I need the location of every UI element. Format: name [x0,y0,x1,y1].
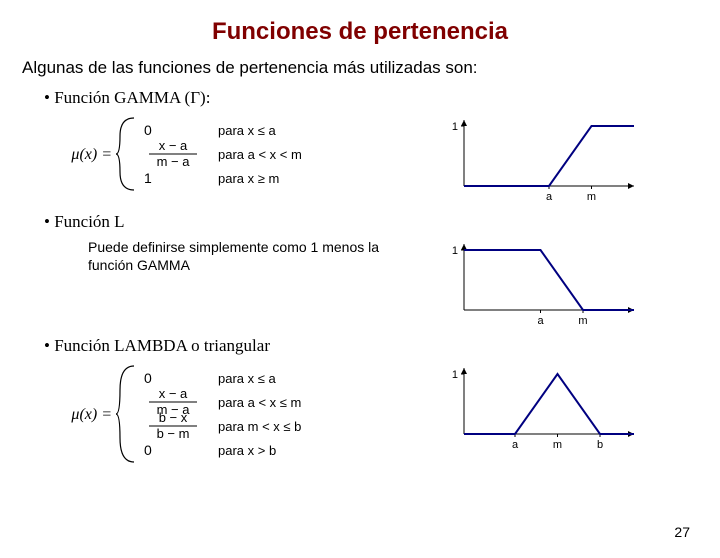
svg-text:para a < x ≤ m: para a < x ≤ m [218,395,301,410]
svg-text:para x ≥ m: para x ≥ m [218,171,279,186]
chart-l: 1 a m [440,238,650,328]
svg-text:para a < x < m: para a < x < m [218,147,302,162]
svg-text:x − a: x − a [159,386,188,401]
svg-text:a: a [537,315,544,327]
svg-text:μ(x) =: μ(x) = [70,146,112,163]
row-lambda: μ(x) =0para x ≤ ax − am − apara a < x ≤ … [44,362,720,466]
row-l: Puede definirse simplemente como 1 menos… [44,238,720,328]
page-title: Funciones de pertenencia [0,18,720,46]
item-heading-l: • Función L [44,212,720,232]
svg-text:0: 0 [144,370,152,386]
note-l: Puede definirse simplemente como 1 menos… [88,238,388,274]
svg-text:x − a: x − a [159,138,188,153]
formula-lambda: μ(x) =0para x ≤ ax − am − apara a < x ≤ … [44,362,440,466]
svg-text:m: m [587,191,596,203]
svg-text:1: 1 [452,245,458,257]
item-heading-lambda: • Función LAMBDA o triangular [44,336,720,356]
svg-text:a: a [512,439,519,451]
chart-gamma: 1 a m [440,114,650,204]
svg-text:a: a [546,191,553,203]
svg-text:m: m [553,439,562,451]
svg-text:1: 1 [452,121,458,133]
chart-lambda: 1 a m b [440,362,650,452]
svg-text:para x > b: para x > b [218,443,276,458]
svg-text:1: 1 [144,170,152,186]
svg-text:b: b [597,439,603,451]
svg-text:0: 0 [144,122,152,138]
svg-text:m: m [578,315,587,327]
row-gamma: μ(x) = 0 para x ≤ a x − am − a para a < x < … [44,114,720,204]
item-heading-gamma: • Función GAMMA (Γ): [44,88,720,108]
svg-text:para x ≤ a: para x ≤ a [218,371,276,386]
note-l-wrap: Puede definirse simplemente como 1 menos… [44,238,440,274]
svg-text:0: 0 [144,442,152,458]
formula-gamma: μ(x) = 0 para x ≤ a x − am − a para a < x < … [44,114,440,194]
svg-text:b − m: b − m [157,426,190,441]
svg-text:μ(x) =: μ(x) = [70,406,112,423]
svg-text:m − a: m − a [157,154,191,169]
svg-text:para x ≤ a: para x ≤ a [218,123,276,138]
svg-text:para m < x ≤ b: para m < x ≤ b [218,419,301,434]
svg-text:b − x: b − x [159,410,188,425]
intro-text: Algunas de las funciones de pertenencia … [22,58,720,78]
svg-text:1: 1 [452,369,458,381]
page-number: 27 [674,524,690,540]
